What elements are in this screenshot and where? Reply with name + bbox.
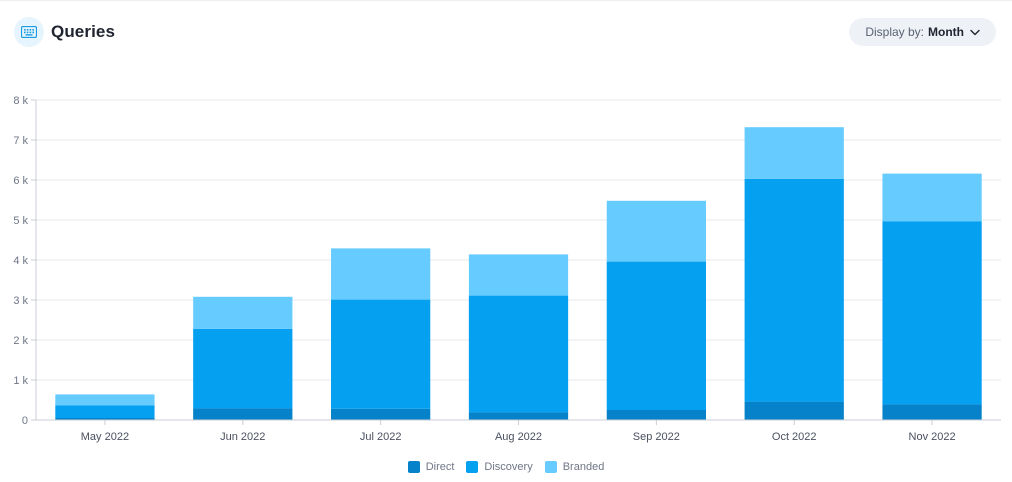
x-tick-label: Jun 2022: [220, 431, 265, 443]
bar-branded: [331, 248, 431, 300]
legend-item-branded[interactable]: Branded: [544, 461, 605, 473]
x-tick-label: May 2022: [81, 431, 129, 443]
x-tick-label: Aug 2022: [495, 431, 542, 443]
x-tick-label: Nov 2022: [909, 431, 956, 443]
bar-branded: [744, 127, 844, 179]
bar-direct: [744, 401, 844, 420]
y-tick-label: 6 k: [13, 175, 28, 187]
legend-swatch: [544, 461, 557, 473]
legend-swatch: [407, 461, 420, 473]
legend-item-direct[interactable]: Direct: [407, 461, 455, 473]
legend-label: Branded: [562, 461, 605, 473]
chart-legend: Direct Discovery Branded: [0, 461, 1012, 473]
y-tick-label: 7 k: [13, 135, 28, 147]
bar-direct: [193, 408, 293, 420]
bar-discovery: [606, 261, 706, 410]
y-tick-label: 1 k: [13, 375, 28, 387]
keyboard-icon: [14, 17, 44, 47]
bar-branded: [882, 173, 982, 222]
display-by-label: Display by:: [865, 25, 925, 39]
bar-direct: [606, 410, 706, 420]
x-tick-label: Oct 2022: [772, 431, 817, 443]
legend-item-discovery[interactable]: Discovery: [466, 461, 533, 473]
display-by-value: Month: [928, 25, 964, 39]
x-tick-label: Jul 2022: [360, 431, 402, 443]
bar-branded: [193, 296, 293, 329]
card-header: Queries: [14, 17, 115, 47]
y-tick-label: 8 k: [13, 95, 28, 107]
card-title: Queries: [51, 22, 116, 41]
bar-discovery: [744, 178, 844, 402]
bar-direct: [331, 408, 431, 420]
legend-label: Direct: [425, 461, 455, 473]
x-tick-label: Sep 2022: [633, 431, 680, 443]
display-by-dropdown[interactable]: Display by: Month: [849, 18, 996, 46]
bar-discovery: [468, 295, 569, 413]
y-tick-label: 4 k: [13, 255, 28, 267]
bar-branded: [468, 254, 569, 296]
bar-branded: [606, 200, 706, 262]
bar-direct: [55, 418, 155, 420]
bar-discovery: [55, 405, 155, 418]
queries-bar-chart: 0 1 k 2 k 3 k 4 k 5 k 6 k 7 k 8 k May 2022 Jun 202…: [13, 95, 1001, 443]
y-tick-label: 0: [22, 415, 28, 427]
bar-direct: [882, 404, 982, 420]
bar-discovery: [193, 328, 293, 409]
bar-branded: [55, 394, 155, 406]
bar-discovery: [882, 221, 982, 405]
bar-direct: [468, 412, 569, 420]
legend-swatch: [466, 461, 479, 473]
y-tick-label: 3 k: [13, 295, 28, 307]
y-tick-label: 2 k: [13, 335, 28, 347]
chevron-down-icon: [970, 25, 980, 39]
y-tick-label: 5 k: [13, 215, 28, 227]
bar-discovery: [331, 299, 431, 409]
legend-label: Discovery: [484, 461, 533, 473]
